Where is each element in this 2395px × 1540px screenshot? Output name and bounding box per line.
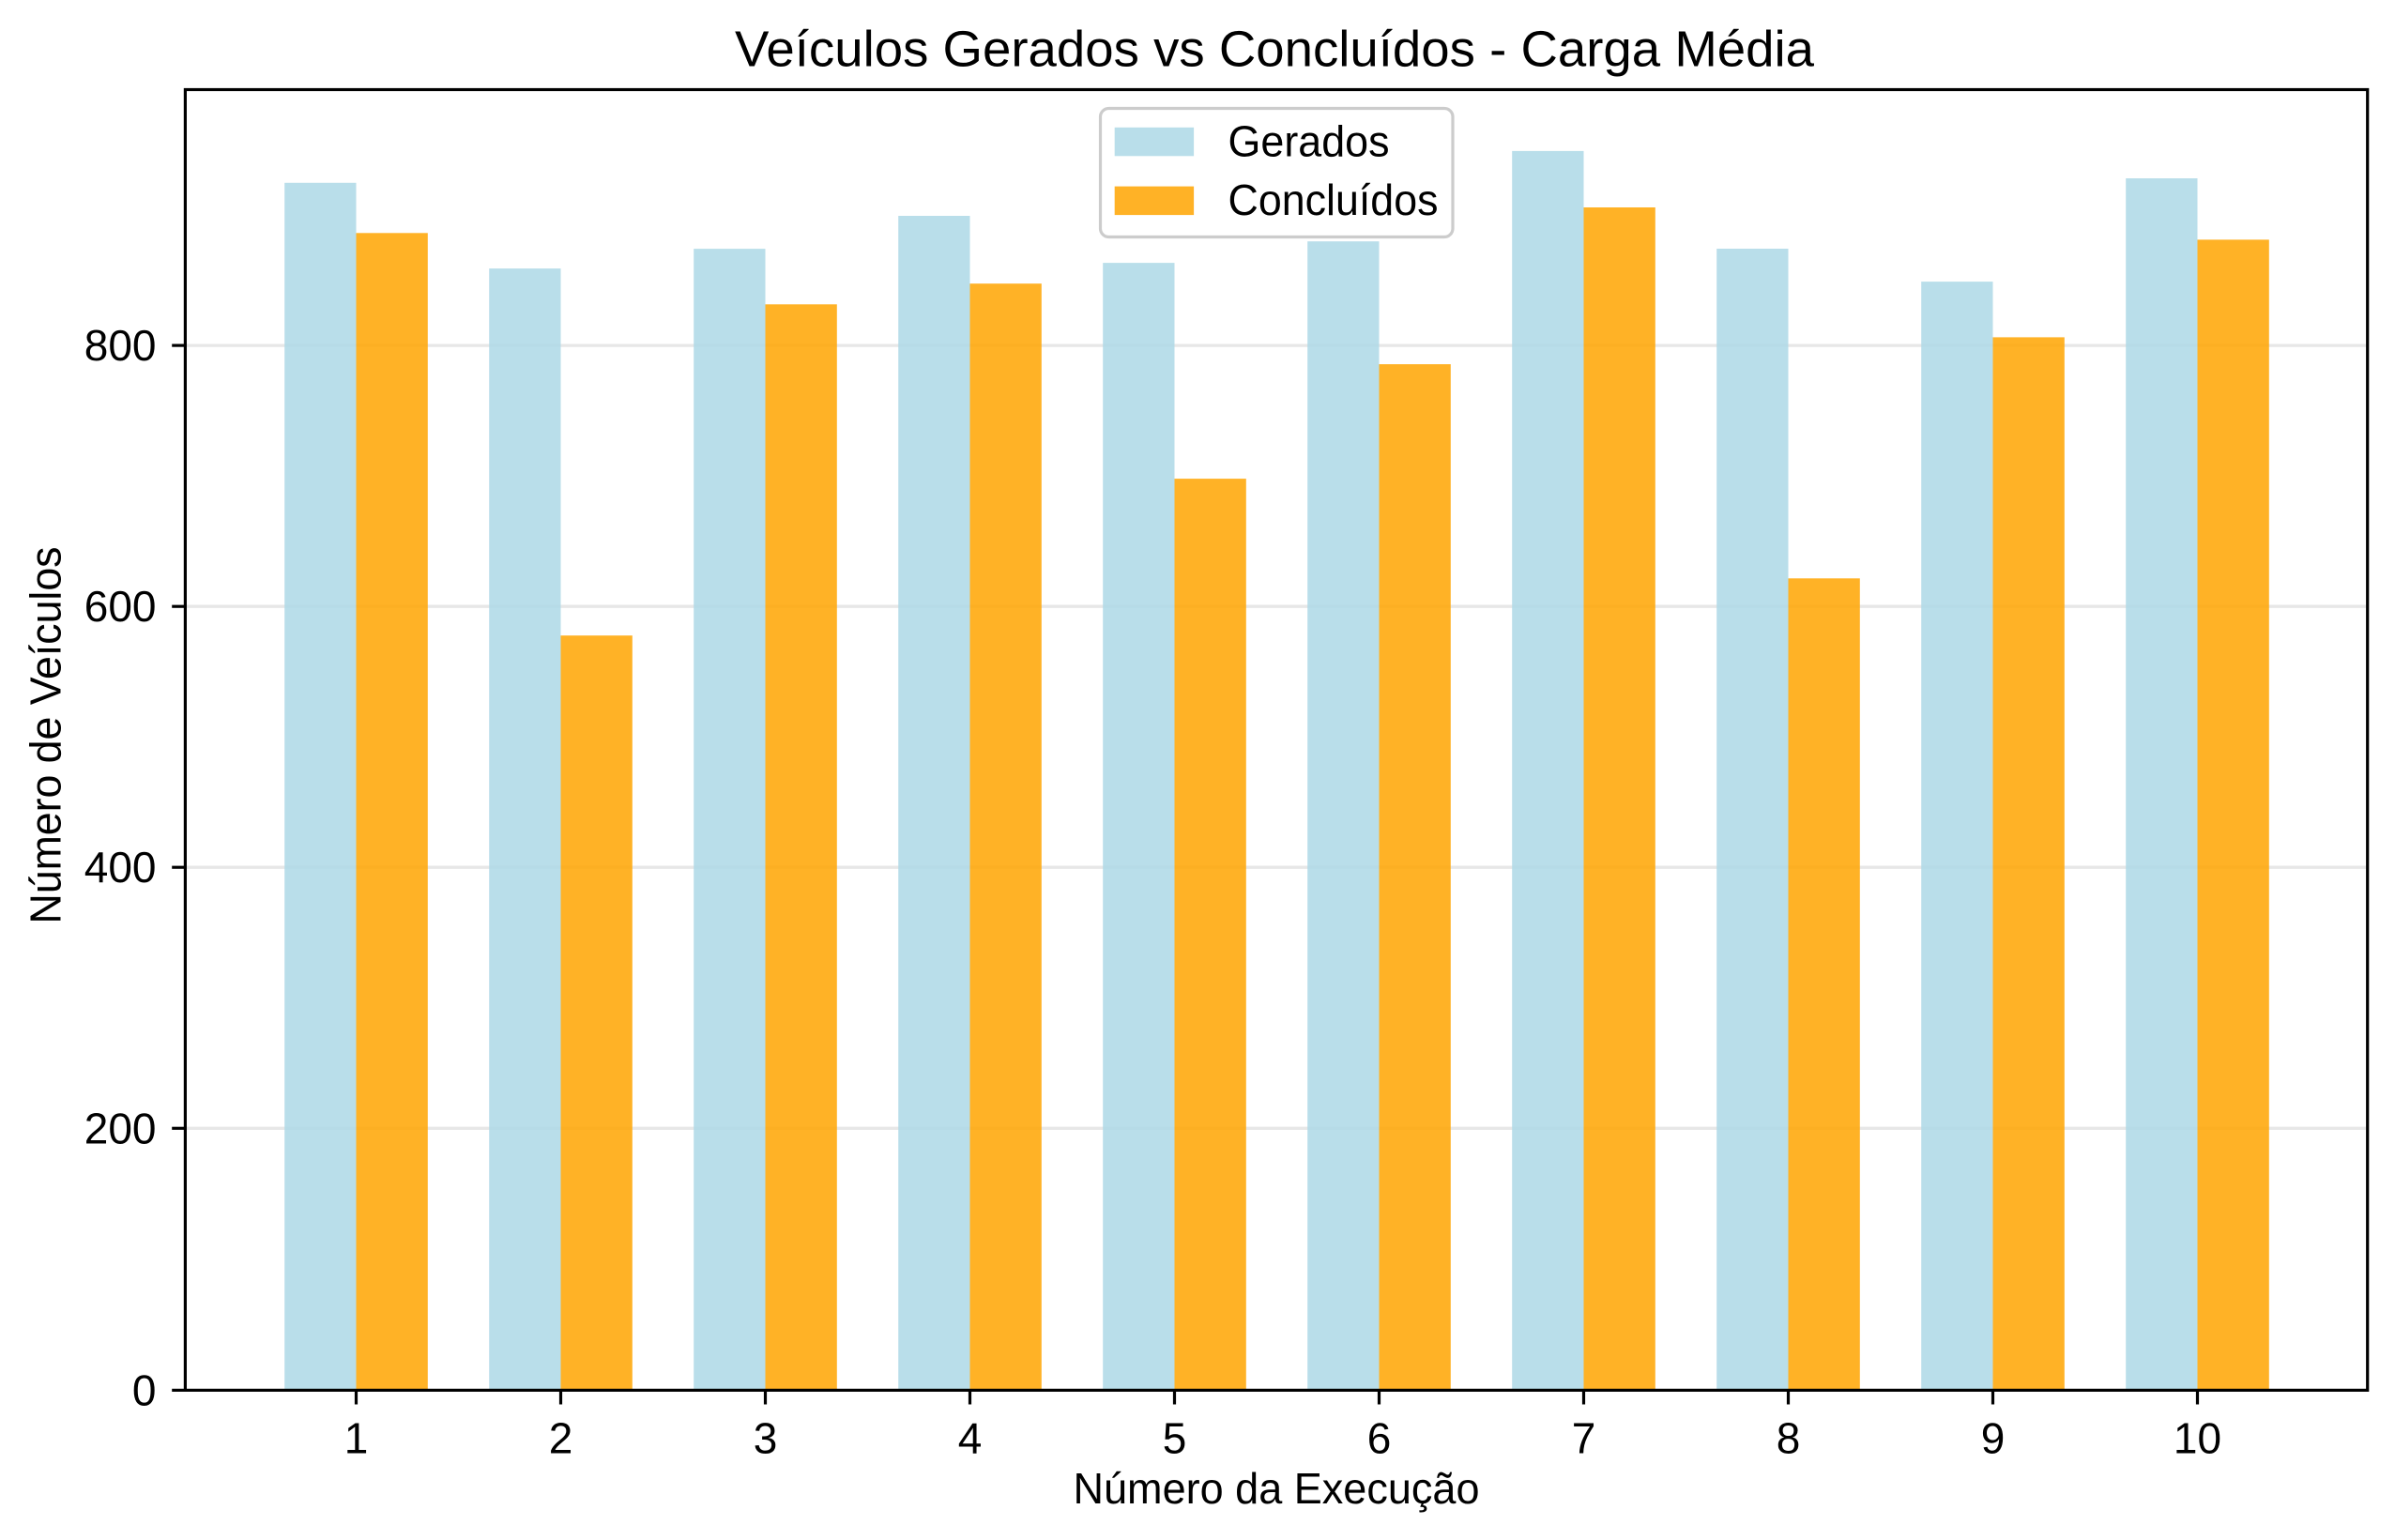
svg-text:Concluídos: Concluídos <box>1228 175 1439 224</box>
svg-text:Número da Execução: Número da Execução <box>1074 1464 1480 1513</box>
svg-text:5: 5 <box>1163 1414 1187 1463</box>
svg-text:Veículos Gerados vs Concluídos: Veículos Gerados vs Concluídos - Carga M… <box>735 22 1815 78</box>
svg-text:Gerados: Gerados <box>1228 116 1390 165</box>
svg-text:0: 0 <box>132 1365 157 1414</box>
svg-text:1: 1 <box>344 1414 369 1463</box>
svg-text:200: 200 <box>84 1104 157 1152</box>
svg-text:4: 4 <box>958 1414 983 1463</box>
svg-text:9: 9 <box>1981 1414 2006 1463</box>
svg-text:400: 400 <box>84 843 157 892</box>
svg-text:3: 3 <box>754 1414 778 1463</box>
svg-text:600: 600 <box>84 582 157 631</box>
svg-text:8: 8 <box>1777 1414 1801 1463</box>
svg-text:6: 6 <box>1367 1414 1392 1463</box>
svg-text:Número de Veículos: Número de Veículos <box>22 547 70 924</box>
svg-text:7: 7 <box>1572 1414 1596 1463</box>
svg-text:2: 2 <box>549 1414 573 1463</box>
svg-text:800: 800 <box>84 321 157 370</box>
svg-text:10: 10 <box>2174 1414 2221 1463</box>
